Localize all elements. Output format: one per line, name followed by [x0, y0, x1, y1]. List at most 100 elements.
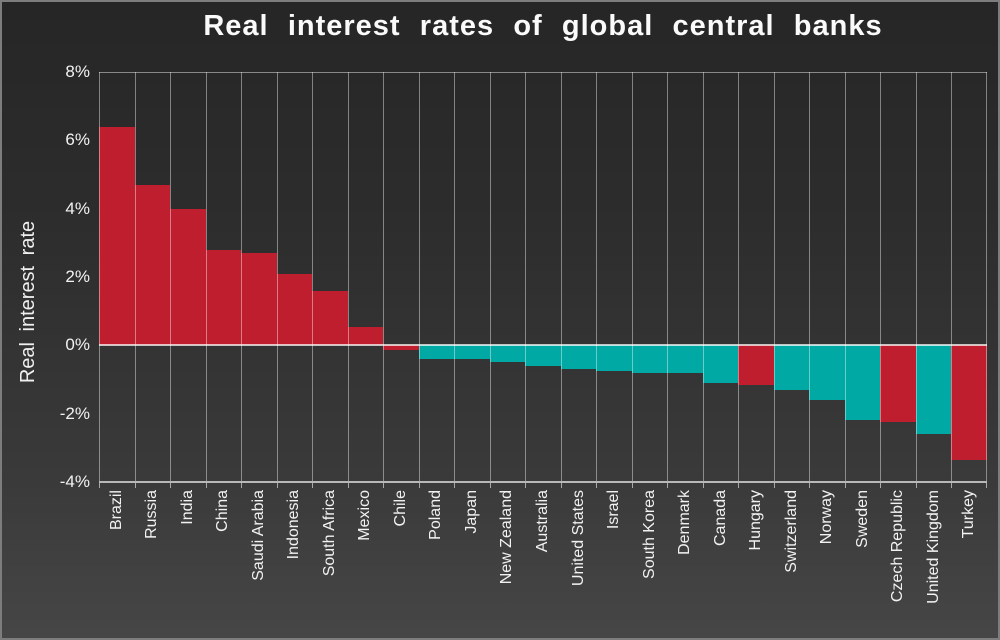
x-axis-label-south-korea: South Korea — [640, 490, 658, 579]
x-axis-label-united-states: United States — [569, 490, 587, 587]
x-axis-tick — [596, 483, 598, 488]
x-axis-tick — [134, 483, 136, 488]
x-axis-tick — [986, 483, 987, 488]
bar-brazil — [99, 126, 135, 346]
vertical-gridline — [418, 72, 420, 482]
vertical-gridline — [915, 72, 917, 482]
vertical-gridline — [702, 72, 704, 482]
vertical-gridline — [631, 72, 633, 482]
x-axis-tick — [738, 483, 740, 488]
vertical-gridline — [773, 72, 775, 482]
x-axis-tick — [951, 483, 953, 488]
vertical-gridline — [880, 72, 882, 482]
x-axis-tick — [702, 483, 704, 488]
x-axis-label-switzerland: Switzerland — [782, 490, 800, 573]
x-axis-tick — [631, 483, 633, 488]
x-axis-label-indonesia: Indonesia — [285, 490, 303, 560]
bar-czech-republic — [880, 345, 916, 423]
x-axis-label-south-africa: South Africa — [320, 490, 338, 577]
x-axis-label-denmark: Denmark — [676, 490, 694, 555]
x-axis-tick — [383, 483, 385, 488]
x-axis-tick — [560, 483, 562, 488]
x-axis-label-sweden: Sweden — [853, 490, 871, 548]
vertical-gridline — [489, 72, 491, 482]
vertical-gridline — [596, 72, 598, 482]
vertical-gridline — [383, 72, 385, 482]
chart-title: Real interest rates of global central ba… — [203, 10, 883, 42]
x-axis-label-hungary: Hungary — [747, 490, 765, 551]
x-axis-label-australia: Australia — [534, 490, 551, 553]
x-axis-tick — [667, 483, 669, 488]
bar-australia — [525, 345, 561, 366]
bar-turkey — [951, 345, 987, 460]
y-tick-label: 0% — [65, 335, 90, 355]
bar-new-zealand — [489, 345, 526, 363]
x-axis-tick — [205, 483, 207, 488]
y-tick-label: 8% — [65, 62, 90, 81]
bar-japan — [454, 345, 490, 359]
bar-mexico — [347, 326, 384, 346]
x-axis-tick — [525, 483, 527, 488]
bar-poland — [418, 345, 455, 359]
bar-canada — [702, 345, 739, 383]
vertical-gridline — [347, 72, 349, 482]
bar-switzerland — [773, 345, 810, 390]
bar-russia — [134, 184, 171, 346]
vertical-gridline — [738, 72, 740, 482]
x-axis-tick — [773, 483, 775, 488]
bar-norway — [809, 345, 845, 400]
x-axis-tick — [312, 483, 314, 488]
bar-hungary — [738, 345, 774, 385]
vertical-gridline — [312, 72, 314, 482]
x-axis-tick — [347, 483, 349, 488]
x-axis-label-norway: Norway — [818, 490, 836, 545]
vertical-gridline — [99, 72, 100, 482]
bar-chile — [383, 345, 419, 351]
x-axis-tick — [489, 483, 491, 488]
bar-united-kingdom — [915, 345, 952, 435]
x-axis-label-poland: Poland — [427, 490, 445, 540]
vertical-gridline — [844, 72, 846, 482]
bar-saudi-arabia — [241, 253, 277, 346]
vertical-gridline — [134, 72, 136, 482]
bar-india — [170, 208, 206, 346]
bar-indonesia — [276, 273, 313, 346]
x-axis-label-new-zealand: New Zealand — [498, 490, 516, 585]
x-axis-tick — [880, 483, 882, 488]
vertical-gridline — [454, 72, 456, 482]
bar-sweden — [844, 345, 881, 421]
x-axis-label-china: China — [214, 490, 232, 532]
bar-denmark — [667, 345, 703, 373]
x-axis-label-chile: Chile — [391, 490, 409, 527]
x-axis-label-turkey: Turkey — [960, 490, 978, 539]
x-axis-label-israel: Israel — [605, 490, 623, 530]
x-axis-label-united-kingdom: United Kingdom — [924, 490, 942, 604]
x-axis-tick — [170, 483, 172, 488]
x-axis-tick — [99, 483, 100, 488]
vertical-gridline — [951, 72, 953, 482]
vertical-gridline — [986, 72, 987, 482]
y-tick-label: 6% — [65, 130, 90, 150]
x-axis-tick — [276, 483, 278, 488]
y-tick-label: 2% — [65, 267, 90, 286]
bar-china — [205, 249, 242, 346]
x-axis-label-brazil: Brazil — [107, 490, 125, 531]
x-axis-label-russia: Russia — [143, 490, 161, 539]
bar-israel — [596, 345, 632, 371]
bar-south-africa — [312, 290, 348, 346]
x-axis-label-japan: Japan — [462, 490, 480, 534]
vertical-gridline — [560, 72, 562, 482]
vertical-gridline — [205, 72, 207, 482]
y-tick-label: -2% — [59, 403, 90, 423]
x-axis-line — [99, 481, 987, 483]
vertical-gridline — [667, 72, 669, 482]
x-axis-tick — [915, 483, 917, 488]
x-axis-label-czech-republic: Czech Republic — [889, 490, 907, 603]
vertical-gridline — [241, 72, 243, 482]
vertical-gridline — [170, 72, 172, 482]
y-tick-label: 4% — [65, 198, 90, 218]
vertical-gridline — [809, 72, 811, 482]
x-axis-tick — [844, 483, 846, 488]
x-axis-tick — [454, 483, 456, 488]
